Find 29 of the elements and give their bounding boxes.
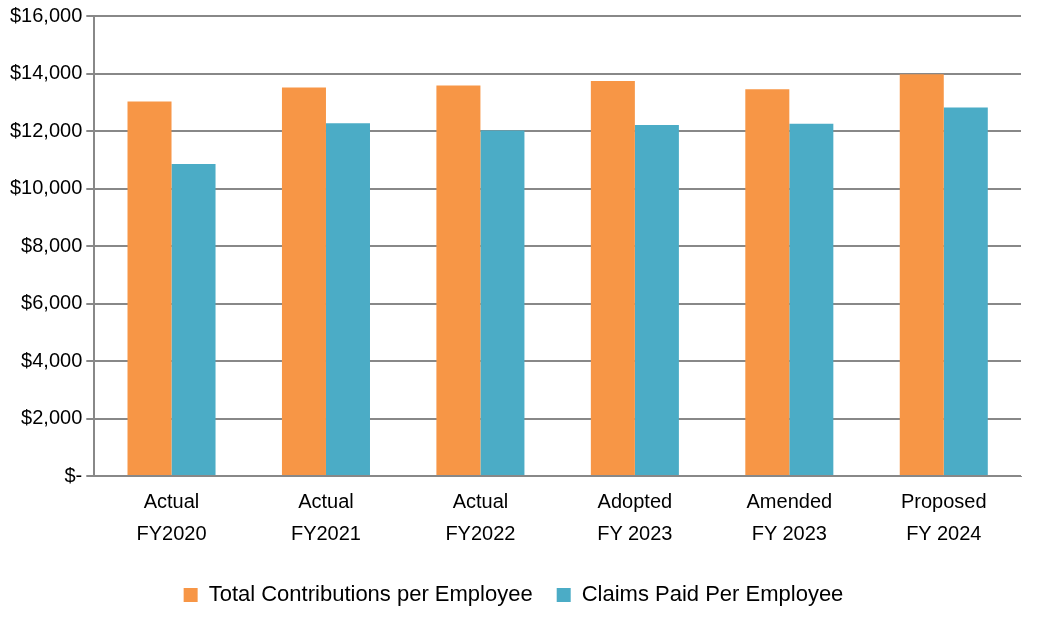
x-tick-label: Amended FY 2023: [746, 489, 833, 544]
bar: [745, 89, 790, 475]
x-tick-label: Actual FY2022: [445, 489, 516, 544]
y-tick-label: $2,000: [21, 406, 83, 429]
x-tick-label: Actual FY2020: [136, 489, 207, 544]
legend-label: Total Contributions per Employee: [208, 581, 533, 607]
bar: [480, 130, 525, 475]
x-tick-label: Adopted FY 2023: [597, 489, 673, 544]
y-tick-label: $12,000: [10, 118, 83, 141]
y-tick-label: $16,000: [10, 3, 83, 26]
bar: [899, 74, 944, 475]
x-tick-label: Actual FY2021: [290, 489, 361, 544]
x-tick-label: Proposed FY 2024: [900, 489, 987, 544]
bar: [127, 101, 172, 475]
y-tick-label: $6,000: [21, 291, 83, 314]
bar: [943, 107, 988, 475]
y-tick-label: $8,000: [21, 233, 83, 256]
bar: [436, 85, 481, 475]
bar: [325, 123, 370, 475]
legend-label: Claims Paid Per Employee: [581, 581, 844, 607]
y-tick-label: $10,000: [10, 176, 83, 199]
bar: [171, 164, 216, 475]
bar: [634, 124, 679, 475]
y-tick-label: $-: [64, 463, 83, 486]
bar: [789, 123, 834, 475]
bar: [590, 80, 635, 475]
y-tick-label: $14,000: [10, 61, 83, 84]
bar: [281, 87, 326, 475]
y-tick-label: $4,000: [21, 348, 83, 371]
